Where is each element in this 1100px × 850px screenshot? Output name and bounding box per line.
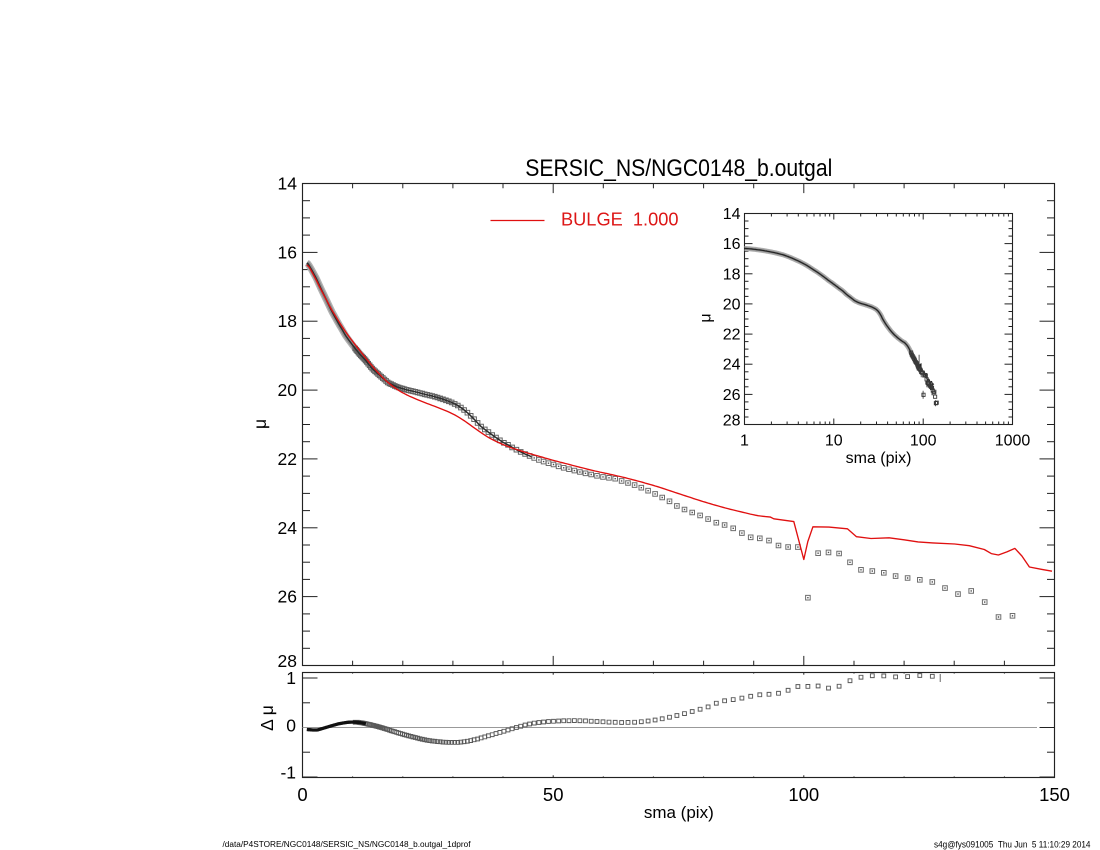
svg-text:20: 20 xyxy=(278,380,298,400)
svg-text:16: 16 xyxy=(278,242,297,262)
svg-text:sma (pix): sma (pix) xyxy=(644,803,714,822)
svg-text:24: 24 xyxy=(278,518,298,538)
svg-text:μ: μ xyxy=(698,313,715,322)
svg-text:24: 24 xyxy=(723,357,741,374)
svg-text:1: 1 xyxy=(286,668,296,688)
svg-text:18: 18 xyxy=(723,266,741,283)
svg-text:-1: -1 xyxy=(280,763,296,783)
svg-text:26: 26 xyxy=(278,587,297,607)
svg-text:100: 100 xyxy=(788,784,819,805)
svg-text:22: 22 xyxy=(278,449,297,469)
svg-text:10: 10 xyxy=(825,433,843,450)
svg-text:s4g@fys091005 Thu Jun 5 11:1: s4g@fys091005 Thu Jun 5 11:10:29 2014 xyxy=(934,840,1091,850)
svg-text:0: 0 xyxy=(297,784,307,805)
svg-text:/data/P4STORE/NGC0148/SERSIC_N: /data/P4STORE/NGC0148/SERSIC_NS/NGC0148_… xyxy=(223,840,472,849)
svg-text:22: 22 xyxy=(723,327,741,344)
svg-text:1000: 1000 xyxy=(995,433,1031,450)
svg-text:150: 150 xyxy=(1039,784,1070,805)
svg-text:28: 28 xyxy=(278,651,297,671)
svg-text:18: 18 xyxy=(278,311,297,331)
svg-text:0: 0 xyxy=(286,716,296,736)
svg-text:26: 26 xyxy=(723,387,741,404)
svg-text:Δ μ: Δ μ xyxy=(257,705,277,731)
svg-text:14: 14 xyxy=(278,174,298,194)
svg-text:BULGE 1.000: BULGE 1.000 xyxy=(561,209,679,230)
svg-text:100: 100 xyxy=(910,433,937,450)
svg-text:16: 16 xyxy=(723,236,741,253)
svg-text:sma (pix): sma (pix) xyxy=(846,450,912,467)
svg-text:1: 1 xyxy=(740,433,749,450)
svg-text:SERSIC_NS/NGC0148_b.outgal: SERSIC_NS/NGC0148_b.outgal xyxy=(525,155,832,182)
svg-text:14: 14 xyxy=(723,206,741,223)
svg-text:28: 28 xyxy=(723,413,741,430)
svg-text:20: 20 xyxy=(723,296,741,313)
svg-text:μ: μ xyxy=(250,419,270,429)
svg-text:50: 50 xyxy=(543,784,564,805)
